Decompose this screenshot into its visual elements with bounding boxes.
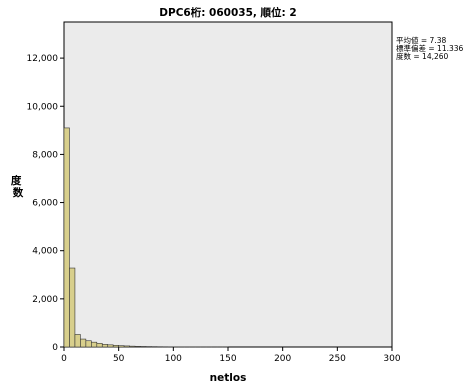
- histogram-bar: [112, 345, 119, 348]
- histogram-bar: [107, 344, 114, 348]
- x-tick-label: 100: [165, 354, 182, 364]
- plot-area: [63, 21, 393, 348]
- y-axis: 0 2,000 4,000 6,000 8,000 10,000 12,000: [27, 54, 64, 353]
- x-tick-label: 200: [274, 354, 291, 364]
- x-tick-label: 250: [329, 354, 346, 364]
- x-tick-label: 150: [219, 354, 236, 364]
- histogram-bar: [74, 334, 81, 348]
- histogram-bar: [85, 340, 92, 348]
- histogram-bar: [140, 346, 147, 348]
- x-tick-label: 0: [61, 354, 67, 364]
- y-axis-label: 度 数: [11, 174, 25, 199]
- histogram-bar: [91, 341, 98, 348]
- histogram-bar: [96, 343, 103, 348]
- histogram-bar: [129, 345, 136, 348]
- histogram-bar: [134, 346, 141, 348]
- x-axis: 0 50 100 150 200 250 300: [61, 347, 401, 364]
- y-tick-label: 0: [52, 343, 58, 353]
- stat-stddev: 標準偏差 = 11.336: [396, 43, 464, 53]
- y-tick-label: 10,000: [27, 102, 59, 112]
- chart-title: DPC6桁: 060035, 順位: 2: [159, 6, 296, 19]
- x-tick-label: 50: [113, 354, 125, 364]
- histogram-bar: [118, 345, 125, 348]
- statistics-box: 平均値 = 7.38 標準偏差 = 11.336 度数 = 14,260: [396, 35, 464, 61]
- histogram-bar: [69, 267, 76, 348]
- histogram-bar: [80, 338, 87, 348]
- y-tick-label: 8,000: [32, 150, 58, 160]
- stat-count: 度数 = 14,260: [396, 51, 449, 61]
- y-axis-label-char-1: 度: [11, 174, 22, 187]
- histogram-bar: [63, 127, 70, 348]
- histogram-bar: [101, 344, 109, 348]
- y-tick-label: 6,000: [32, 199, 58, 209]
- histogram-bar: [123, 345, 130, 348]
- histogram-bars: [63, 127, 229, 348]
- y-tick-label: 4,000: [32, 247, 58, 257]
- x-tick-label: 300: [383, 354, 400, 364]
- y-tick-label: 12,000: [27, 54, 59, 64]
- y-tick-label: 2,000: [32, 295, 58, 305]
- stat-mean: 平均値 = 7.38: [396, 35, 446, 45]
- y-axis-label-char-2: 数: [12, 186, 24, 199]
- x-axis-label: netlos: [210, 372, 247, 382]
